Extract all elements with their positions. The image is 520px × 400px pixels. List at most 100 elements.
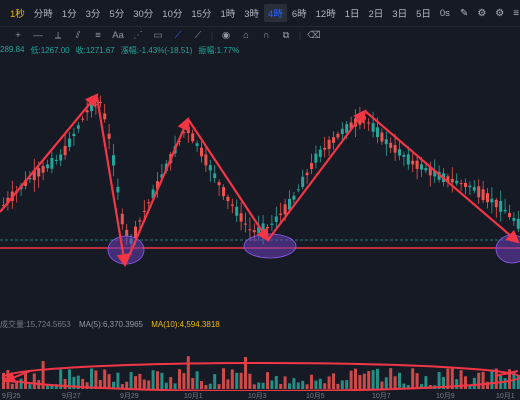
candle-body	[274, 216, 278, 223]
timeframe-5[interactable]: 30分	[133, 9, 154, 20]
magnet-icon[interactable]: ∩	[262, 30, 270, 41]
trend-arrow	[0, 93, 99, 213]
pattern-icon[interactable]: ⋰	[133, 30, 143, 41]
candle-body	[464, 182, 467, 188]
timeframe-2[interactable]: 1分	[61, 9, 77, 20]
trash-icon[interactable]: ⌫	[307, 30, 321, 41]
candle-body	[292, 195, 296, 200]
eye-icon[interactable]: ◉	[221, 30, 231, 41]
horizontal-line-icon[interactable]: —	[33, 30, 43, 41]
candle-body	[305, 172, 309, 176]
menu-icon[interactable]: ≡	[513, 7, 520, 19]
lock-icon[interactable]: ⌂	[243, 30, 249, 41]
brush-icon[interactable]: ⟋	[194, 30, 202, 41]
volume-bar	[481, 371, 485, 389]
candle-body	[125, 229, 129, 237]
chart-settings-icon[interactable]: ⚙	[477, 7, 487, 19]
volume-bar	[288, 383, 291, 389]
volume-bar	[270, 380, 274, 389]
volume-bar	[446, 368, 450, 389]
timeframe-9[interactable]: 3時	[244, 9, 260, 20]
parallel-channel-icon[interactable]: ⫽	[75, 30, 81, 41]
volume-bar	[415, 373, 419, 389]
volume-bar	[182, 373, 186, 389]
volume-bar	[107, 374, 111, 389]
trend-arrow	[364, 110, 520, 244]
vertical-line-icon[interactable]: ⟂	[54, 30, 62, 41]
timeframe-0[interactable]: 1秒	[10, 9, 25, 20]
candle-body	[81, 118, 85, 120]
volume-bar	[142, 379, 146, 389]
candle-body	[103, 113, 107, 120]
timeframe-11[interactable]: 6時	[291, 9, 307, 20]
candle-body	[411, 160, 415, 165]
volume-arrow	[494, 370, 519, 377]
candle-body	[512, 217, 516, 221]
volume-bar	[76, 375, 80, 389]
candle-body	[490, 198, 494, 203]
candle-body	[94, 104, 98, 106]
candle-body	[244, 223, 247, 225]
volume-bar	[226, 379, 230, 389]
timeframe-17[interactable]: 0s	[439, 7, 450, 19]
time-axis-label: 9月27	[62, 393, 81, 400]
timeframe-1[interactable]: 分時	[33, 9, 53, 20]
volume-bar	[318, 378, 322, 389]
pencil-icon[interactable]: ✎	[459, 7, 469, 19]
timeframe-8[interactable]: 1時	[220, 9, 236, 20]
volume-bar	[10, 383, 14, 389]
candle-body	[428, 167, 432, 176]
ruler-icon[interactable]: ▭	[153, 30, 163, 41]
timeframe-4[interactable]: 5分	[109, 9, 125, 20]
volume-bar	[252, 384, 256, 389]
candle-body	[239, 213, 243, 222]
candle-body	[191, 133, 195, 142]
candle-body	[46, 164, 49, 169]
toolbar-divider: |	[210, 30, 214, 41]
timeframe-10[interactable]: 4時	[264, 4, 287, 22]
timeframe-15[interactable]: 3日	[392, 9, 408, 20]
candle-body	[349, 122, 353, 129]
timeframe-13[interactable]: 1日	[344, 9, 360, 20]
price-chart[interactable]	[0, 57, 520, 317]
candle-body	[477, 186, 481, 198]
volume-bar	[345, 380, 349, 389]
timeframe-16[interactable]: 5日	[416, 9, 431, 20]
timeframe-3[interactable]: 3分	[85, 9, 101, 20]
volume-bar	[406, 385, 410, 389]
candle-body	[59, 154, 63, 161]
candle-body	[120, 213, 124, 225]
volume-bar	[178, 369, 181, 389]
volume-bar	[380, 381, 384, 389]
candle-body	[332, 137, 335, 143]
volume-bar	[486, 381, 489, 389]
candle-body	[266, 226, 269, 229]
timeframe-14[interactable]: 2日	[368, 9, 384, 20]
candle-body	[54, 159, 58, 161]
volume-bar	[63, 378, 67, 389]
candle-body	[195, 143, 199, 147]
fib-icon[interactable]: ≡	[95, 30, 101, 41]
ohlc-amplitude: 振幅:1.77%	[198, 46, 240, 55]
crosshair-icon[interactable]: +	[15, 30, 21, 41]
volume-chart[interactable]	[0, 331, 520, 391]
volume-bar	[90, 368, 93, 389]
layers-icon[interactable]: ⧉	[282, 30, 290, 41]
timeframe-7[interactable]: 15分	[191, 9, 212, 20]
candle-body	[314, 153, 318, 163]
candle-body	[116, 186, 120, 193]
volume-bar	[494, 368, 498, 389]
candle-body	[384, 139, 388, 145]
text-icon[interactable]: Aa	[112, 30, 124, 41]
volume-bar	[244, 356, 247, 389]
volume-value: 成交量:15,724.5653	[0, 320, 71, 329]
volume-bar	[516, 374, 520, 389]
candle-body	[318, 149, 322, 157]
gear-icon[interactable]: ⚙	[495, 7, 505, 19]
timeframe-6[interactable]: 10分	[162, 9, 183, 20]
candle-body	[107, 133, 111, 139]
timeframe-12[interactable]: 12時	[315, 9, 336, 20]
volume-bar	[398, 372, 401, 389]
volume-bar	[437, 372, 441, 389]
trend-line-icon[interactable]: ⟋	[174, 30, 182, 41]
